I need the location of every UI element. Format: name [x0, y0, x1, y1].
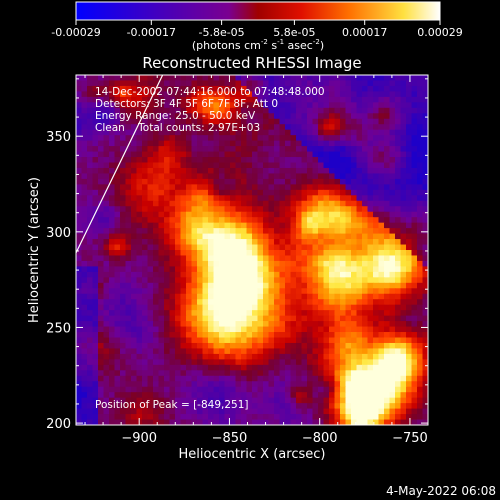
x-tick-label: −800	[302, 431, 338, 446]
x-tick-label: −750	[392, 431, 428, 446]
y-tick-label: 200	[46, 417, 71, 432]
heatmap-image	[76, 75, 428, 425]
colorbar-tick-label: -5.8e-05	[198, 26, 244, 39]
annotation-energy-range: Energy Range: 25.0 - 50.0 keV	[95, 110, 256, 122]
colorbar-ticks: -0.00029 -0.00017 -5.8e-05 5.8e-05 0.00017 0.…	[51, 20, 463, 39]
y-tick-label: 250	[46, 321, 71, 336]
x-axis-label: Heliocentric X (arcsec)	[179, 447, 326, 462]
annotation-total-counts: Clean Total counts: 2.97E+03	[95, 122, 260, 134]
axes: −900 −850 −800 −750 200 250 300 350	[46, 75, 429, 446]
colorbar-gradient	[75, 1, 441, 21]
peak-position-label: Position of Peak = [-849,251]	[95, 399, 249, 411]
colorbar: -0.00029 -0.00017 -5.8e-05 5.8e-05 0.00017 0.…	[51, 1, 463, 52]
colorbar-tick-label: 0.00017	[342, 26, 388, 39]
x-tick-label: −900	[121, 431, 157, 446]
chart-title: Reconstructed RHESSI Image	[142, 54, 361, 72]
colorbar-unit-label: (photons cm-2 s-1 asec-2)	[192, 38, 324, 52]
colorbar-tick-label: 0.00029	[417, 26, 463, 39]
y-axis-label: Heliocentric Y (arcsec)	[27, 177, 42, 323]
colorbar-tick-label: -0.00029	[51, 26, 100, 39]
x-tick-label: −850	[212, 431, 248, 446]
annotation-time-range: 14-Dec-2002 07:44:16.000 to 07:48:48.000	[95, 86, 325, 98]
heatmap-cells	[76, 75, 428, 425]
y-tick-label: 300	[46, 226, 71, 241]
footer-timestamp: 4-May-2022 06:08	[386, 484, 496, 498]
solar-limb-line	[76, 75, 164, 254]
plot-frame	[75, 74, 429, 426]
colorbar-tick-label: 5.8e-05	[273, 26, 315, 39]
y-tick-label: 350	[46, 130, 71, 145]
annotation-detectors: Detectors: 3F 4F 5F 6F 7F 8F, Att 0	[95, 98, 278, 110]
colorbar-tick-label: -0.00017	[127, 26, 176, 39]
